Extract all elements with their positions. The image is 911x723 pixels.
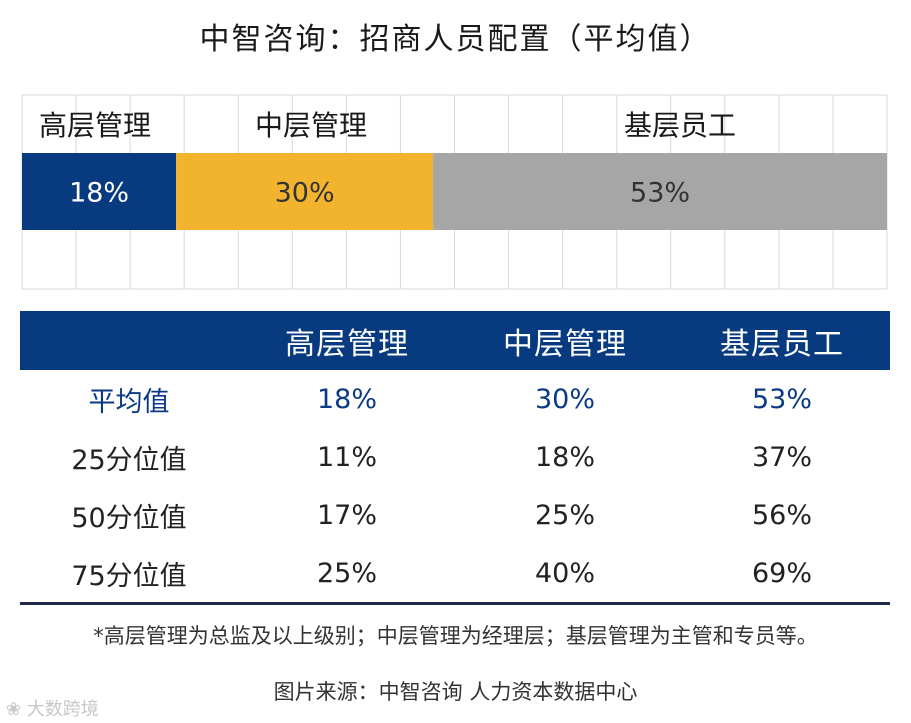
table-cell: 56% (751, 499, 812, 531)
table-cell: 11% (316, 441, 377, 473)
bar-value-label: 18% (69, 178, 129, 209)
bar-value-label: 53% (630, 178, 690, 209)
table-cell: 18% (316, 383, 377, 415)
category-label: 中层管理 (255, 109, 367, 142)
table-header-cell (20, 311, 238, 370)
table-cell: 53% (751, 383, 812, 415)
table-row: 50分位值 17% 25% 56% (20, 486, 890, 544)
table-header-cell: 高层管理 (238, 311, 456, 370)
category-label: 基层员工 (624, 109, 736, 142)
stacked-bar-chart: 18% 高层管理 30% 中层管理 53% 基层员工 (21, 94, 888, 290)
table-header-cell: 基层员工 (674, 311, 890, 370)
source-credit: 图片来源：中智咨询 人力资本数据中心 (273, 680, 638, 704)
watermark-logo-icon: ❀ (6, 699, 27, 720)
category-label: 高层管理 (39, 109, 151, 142)
table-cell: 37% (751, 441, 812, 473)
footnote: *高层管理为总监及以上级别；中层管理为经理层；基层管理为主管和专员等。 (93, 624, 818, 648)
table-cell: 25% (238, 544, 456, 605)
table-row: 平均值 18% 30% 53% (20, 370, 890, 428)
table-row: 25分位值 11% 18% 37% (20, 428, 890, 486)
table-header-row: 高层管理 中层管理 基层员工 (20, 311, 890, 370)
quantile-table: 高层管理 中层管理 基层员工 平均值 18% 30% 53% 25分位值 11%… (20, 311, 890, 605)
table-cell: 18% (534, 441, 595, 473)
table-row: 75分位值 25% 40% 69% (20, 544, 890, 605)
bar-segment (433, 153, 887, 230)
table-row-label: 50分位值 (71, 502, 187, 534)
table-cell: 69% (674, 544, 890, 605)
chart-title: 中智咨询：招商人员配置（平均值） (199, 22, 712, 57)
bar-segment (22, 153, 177, 230)
bar-value-label: 30% (275, 178, 335, 209)
table-cell: 40% (456, 544, 674, 605)
table-cell: 17% (316, 499, 377, 531)
table-cell: 25% (534, 499, 595, 531)
watermark-text: 大数跨境 (26, 699, 99, 720)
table-cell: 30% (534, 383, 595, 415)
table-header-cell: 中层管理 (456, 311, 674, 370)
watermark: ❀ 大数跨境 (6, 695, 99, 721)
table-row-label: 平均值 (88, 386, 170, 418)
bar-segment (176, 153, 434, 230)
table-row-label: 75分位值 (20, 544, 238, 605)
table-row-label: 25分位值 (71, 444, 187, 476)
